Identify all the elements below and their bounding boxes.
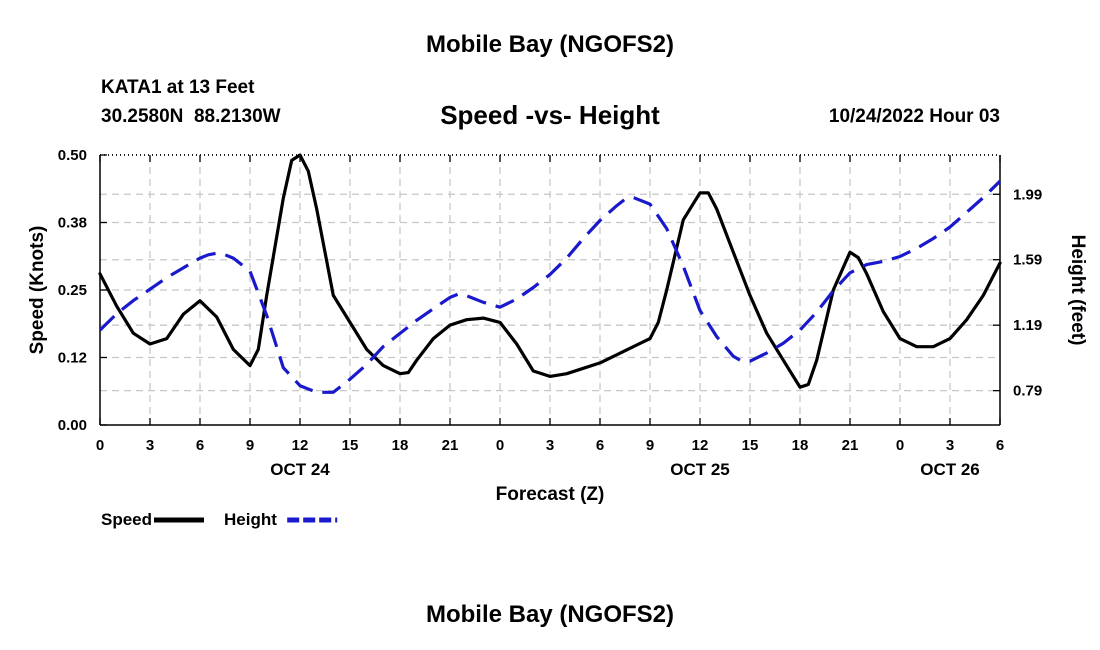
x-tick-label: 15 xyxy=(342,437,359,454)
x-tick-label: 21 xyxy=(842,437,859,454)
x-tick-label: 6 xyxy=(596,437,604,454)
x-tick-label: 9 xyxy=(246,437,254,454)
legend-label-speed: Speed xyxy=(101,510,152,529)
legend: Speed Height xyxy=(101,510,338,529)
y-tick-label-right: 0.79 xyxy=(1013,383,1042,400)
x-tick-label: 9 xyxy=(646,437,654,454)
y-tick-label-right: 1.99 xyxy=(1013,186,1042,203)
y-tick-label-right: 1.59 xyxy=(1013,252,1042,269)
day-label: OCT 26 xyxy=(920,460,980,479)
datetime-label: 10/24/2022 Hour 03 xyxy=(828,106,1000,127)
x-tick-label: 3 xyxy=(146,437,154,454)
legend-label-height: Height xyxy=(224,510,277,529)
x-tick-label: 6 xyxy=(996,437,1004,454)
x-tick-label: 12 xyxy=(292,437,309,454)
y-tick-label-left: 0.25 xyxy=(58,282,87,299)
day-label: OCT 24 xyxy=(270,460,330,479)
footer-title: Mobile Bay (NGOFS2) xyxy=(425,601,675,628)
y-axis-label-right: Height (feet) xyxy=(1067,235,1088,346)
series-line-height xyxy=(98,180,1002,394)
x-axis-label: Forecast (Z) xyxy=(496,484,605,505)
x-tick-label: 0 xyxy=(896,437,904,454)
series-line-speed xyxy=(98,153,1002,389)
y-tick-label-left: 0.00 xyxy=(58,417,87,434)
station-label: KATA1 at 13 Feet xyxy=(101,77,255,98)
x-tick-label: 3 xyxy=(946,437,954,454)
x-tick-label: 18 xyxy=(392,437,409,454)
y-tick-label-right: 1.19 xyxy=(1013,317,1042,334)
x-tick-label: 0 xyxy=(496,437,504,454)
y-tick-label-left: 0.12 xyxy=(58,350,87,367)
chart-subtitle: Speed -vs- Height xyxy=(440,100,660,130)
x-tick-label: 12 xyxy=(692,437,709,454)
x-tick-label: 15 xyxy=(742,437,759,454)
ticks: 0 3 6 9 12 15 18 21 0 3 6 9 12 15 18 21 0 3 6 OCT 24 OCT 25 O… xyxy=(58,147,1042,479)
x-tick-label: 18 xyxy=(792,437,809,454)
x-tick-label: 3 xyxy=(546,437,554,454)
day-label: OCT 25 xyxy=(670,460,730,479)
chart-title: Mobile Bay (NGOFS2) xyxy=(425,31,675,58)
series xyxy=(98,153,1002,394)
x-tick-label: 6 xyxy=(196,437,204,454)
y-axis-label-left: Speed (Knots) xyxy=(27,226,48,355)
x-tick-label: 21 xyxy=(442,437,459,454)
y-tick-label-left: 0.38 xyxy=(58,215,87,232)
x-tick-label: 0 xyxy=(96,437,104,454)
grid xyxy=(100,155,1000,425)
coords-label: 30.2580N 88.2130W xyxy=(101,106,281,127)
y-tick-label-left: 0.50 xyxy=(58,147,87,164)
